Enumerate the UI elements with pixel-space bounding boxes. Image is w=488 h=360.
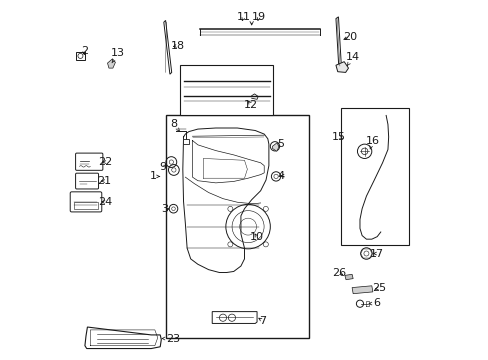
Bar [183, 139, 189, 144]
Text: 17: 17 [369, 248, 384, 258]
Text: 11: 11 [236, 12, 250, 22]
FancyBboxPatch shape [76, 153, 102, 170]
Polygon shape [335, 17, 341, 67]
Polygon shape [212, 312, 257, 323]
Text: 6: 6 [368, 298, 379, 309]
Text: 1: 1 [149, 171, 159, 181]
FancyBboxPatch shape [70, 192, 102, 212]
Text: 10: 10 [249, 232, 264, 242]
Bar [74, 202, 98, 209]
Polygon shape [351, 286, 372, 294]
Text: 21: 21 [98, 176, 111, 186]
Polygon shape [344, 274, 352, 280]
Text: 12: 12 [244, 100, 258, 110]
Text: 23: 23 [162, 333, 180, 343]
Text: 24: 24 [99, 197, 113, 207]
Bar [180, 65, 273, 116]
Polygon shape [85, 327, 161, 348]
Text: 7: 7 [258, 316, 265, 325]
Text: 22: 22 [99, 157, 113, 167]
Bar [341, 108, 408, 244]
Text: 25: 25 [371, 283, 385, 293]
Text: 9: 9 [159, 162, 166, 172]
Bar [165, 116, 308, 338]
Text: 14: 14 [345, 52, 359, 66]
Polygon shape [107, 59, 115, 68]
Bar [76, 52, 85, 60]
Text: 8: 8 [170, 119, 180, 131]
Text: 5: 5 [276, 139, 283, 149]
Text: 13: 13 [111, 48, 125, 63]
Polygon shape [335, 62, 348, 72]
Text: 4: 4 [277, 171, 284, 181]
Text: 3: 3 [161, 204, 169, 215]
Text: 15: 15 [331, 132, 345, 142]
Text: 2: 2 [81, 46, 87, 56]
Polygon shape [163, 21, 171, 74]
Text: 19: 19 [251, 12, 265, 22]
FancyBboxPatch shape [76, 173, 99, 189]
Text: 18: 18 [171, 41, 185, 50]
Text: 26: 26 [332, 268, 346, 278]
Text: 20: 20 [343, 32, 357, 41]
Polygon shape [272, 143, 278, 151]
Text: 16: 16 [365, 136, 379, 149]
